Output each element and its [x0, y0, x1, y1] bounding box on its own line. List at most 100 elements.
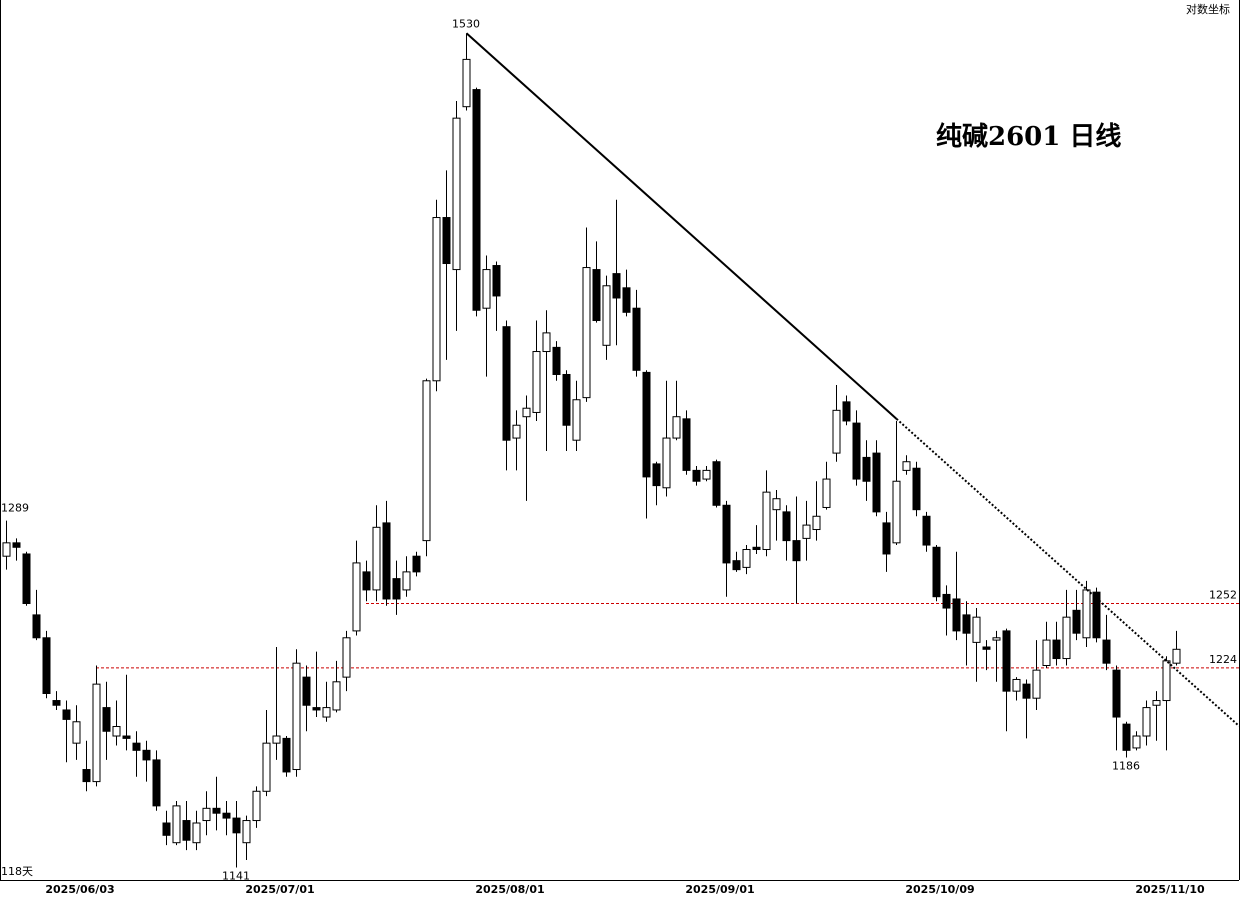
candle-body	[532, 351, 541, 413]
level-label: 1224	[1209, 653, 1237, 666]
candle-body	[882, 522, 891, 555]
candle-body	[1162, 660, 1171, 702]
candle-body	[462, 58, 471, 108]
candle-body	[592, 269, 601, 322]
candle-body	[812, 515, 821, 531]
candle-body	[582, 267, 591, 399]
candle-body	[112, 726, 121, 737]
candle-body	[92, 683, 101, 783]
candle-body	[182, 820, 191, 841]
candle-body	[1052, 639, 1061, 660]
candle-body	[252, 790, 261, 822]
chart-title: 纯碱2601 日线	[936, 121, 1121, 152]
candle-body	[622, 287, 631, 313]
x-tick-label: 2025/10/09	[905, 883, 974, 896]
candle-body	[672, 416, 681, 439]
count-label: 118天	[1, 865, 33, 878]
candle-body	[992, 637, 1001, 641]
candle-body	[292, 662, 301, 771]
candle-body	[1082, 589, 1091, 639]
candle-body	[772, 498, 781, 511]
candle-body	[1132, 735, 1141, 749]
trendline	[465, 32, 898, 420]
candle-body	[192, 822, 201, 844]
candle-body	[782, 511, 791, 542]
candle-body	[612, 273, 621, 299]
candle-body	[1092, 591, 1101, 639]
candle-body	[492, 265, 501, 297]
candle-body	[22, 553, 31, 605]
candle-body	[312, 707, 321, 711]
candle-body	[962, 614, 971, 634]
candle-body	[322, 707, 331, 718]
candle-body	[872, 452, 881, 513]
candle-body	[202, 807, 211, 822]
candle-body	[472, 89, 481, 311]
candle-body	[512, 424, 521, 439]
candle-body	[732, 560, 741, 571]
candle-body	[52, 700, 61, 706]
candle-body	[282, 737, 291, 773]
x-tick-label: 2025/07/01	[245, 883, 314, 896]
candle-body	[442, 217, 451, 265]
candle-body	[1152, 700, 1161, 706]
candle-body	[892, 480, 901, 544]
candle-body	[372, 526, 381, 591]
extreme-label: 1186	[1112, 760, 1140, 773]
candle-body	[1022, 683, 1031, 699]
candle-body	[632, 307, 641, 371]
candle-body	[12, 542, 21, 548]
candle-body	[402, 571, 411, 591]
candle-body	[302, 676, 311, 706]
candle-body	[602, 285, 611, 346]
candle-body	[1172, 648, 1181, 664]
candle-body	[1102, 639, 1111, 664]
candle-body	[1042, 639, 1051, 667]
candle-body	[652, 463, 661, 487]
candle-body	[1072, 609, 1081, 634]
candle-body	[852, 422, 861, 480]
candle-body	[1112, 669, 1121, 718]
candle-body	[262, 742, 271, 792]
extreme-label: 1530	[452, 17, 480, 30]
candle-body	[62, 709, 71, 720]
candle-body	[502, 326, 511, 441]
candle-body	[1142, 707, 1151, 737]
candle-body	[922, 515, 931, 546]
scale-note: 对数坐标	[1186, 2, 1230, 16]
candle-body	[522, 407, 531, 418]
candle-body	[42, 637, 51, 694]
candle-body	[432, 217, 441, 382]
candle-body	[942, 593, 951, 609]
candle-body	[82, 769, 91, 783]
candle-body	[332, 681, 341, 711]
candle-body	[142, 749, 151, 761]
x-tick-label: 2025/08/01	[475, 883, 544, 896]
x-tick-label: 2025/06/03	[45, 883, 114, 896]
x-tick-label: 2025/09/01	[685, 883, 754, 896]
candle-body	[692, 469, 701, 482]
extreme-label: 1141	[222, 870, 250, 883]
candle-body	[382, 522, 391, 600]
candle-body	[792, 540, 801, 562]
candle-body	[742, 549, 751, 568]
candle-body	[712, 461, 721, 506]
candle-body	[752, 546, 761, 551]
candle-body	[552, 346, 561, 375]
candle-body	[902, 461, 911, 471]
candle-body	[132, 742, 141, 751]
candle-body	[722, 504, 731, 564]
candle-body	[152, 759, 161, 807]
candle-body	[802, 524, 811, 539]
extreme-label: 1289	[1, 502, 29, 515]
candle-body	[232, 817, 241, 834]
candle-body	[562, 373, 571, 426]
candle-body	[412, 555, 421, 573]
level-label: 1252	[1209, 589, 1237, 602]
candle-body	[932, 546, 941, 598]
candle-body	[272, 735, 281, 744]
candle-body	[572, 399, 581, 441]
candle-body	[422, 380, 431, 542]
